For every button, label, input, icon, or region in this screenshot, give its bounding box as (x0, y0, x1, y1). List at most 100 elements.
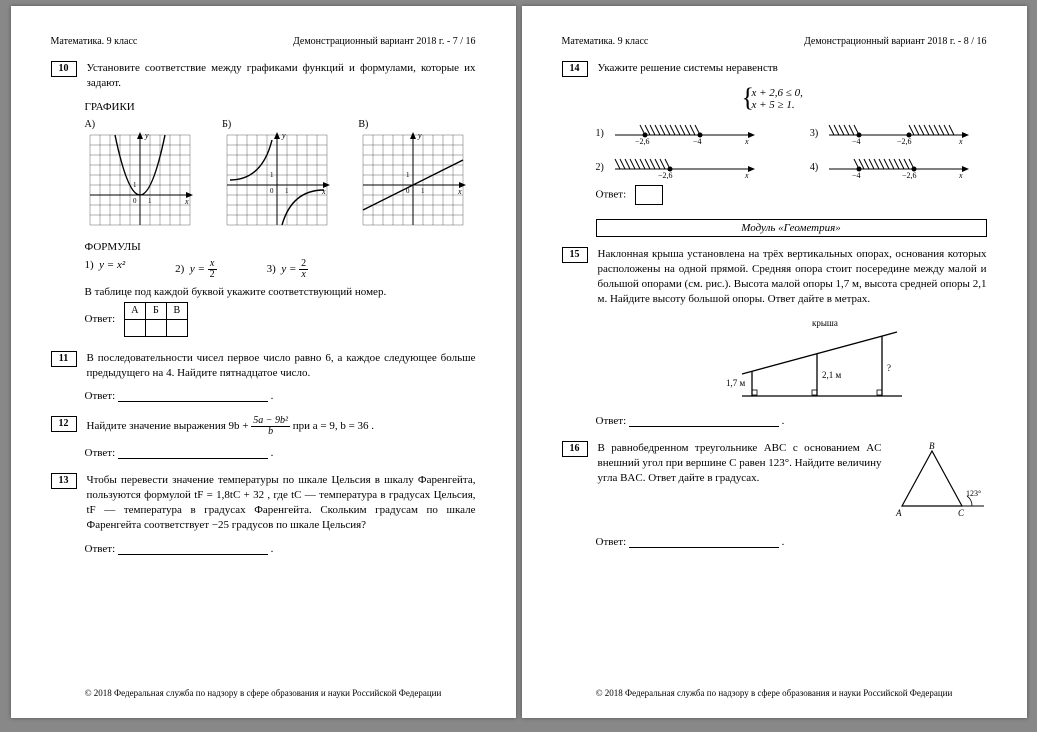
numlines-col-right: 3) −4−2,6x 4) (810, 121, 974, 179)
svg-text:A: A (895, 508, 902, 518)
line-chart-icon: y x 0 1 1 (358, 130, 468, 230)
numberline-icon: −2,6x (610, 155, 760, 179)
svg-text:B: B (929, 441, 935, 451)
task-text: Чтобы перевести значение температуры по … (87, 473, 476, 532)
svg-text:123°: 123° (966, 489, 981, 498)
graph-label: В) (358, 119, 368, 130)
answer-blank[interactable] (118, 448, 268, 459)
number-line-options: 1) −2,6−4x 2) (596, 121, 987, 179)
svg-text:y: y (417, 131, 422, 140)
option-2: 2) −2,6x (596, 155, 760, 179)
task-text: В последовательности чисел первое число … (87, 351, 476, 381)
answer-11: Ответ: . (85, 390, 476, 402)
graph-label: Б) (222, 119, 231, 130)
answer-cell[interactable] (124, 319, 145, 336)
task-16: 16 B A C 123° В равнобедренном треугольн… (562, 441, 987, 526)
numberline-icon: −2,6 −4 x (610, 121, 760, 145)
svg-text:y: y (144, 131, 149, 140)
svg-text:1: 1 (270, 171, 274, 179)
svg-text:2,1 м: 2,1 м (822, 370, 842, 380)
answer-blank[interactable] (118, 391, 268, 402)
svg-text:y: y (281, 131, 286, 140)
svg-text:1: 1 (148, 197, 152, 205)
graph-b: Б) y x 0 1 1 (222, 119, 338, 233)
svg-text:x: x (744, 137, 749, 145)
task10-instruction: В таблице под каждой буквой укажите соот… (85, 286, 476, 298)
hyperbola-chart-icon: y x 0 1 1 (222, 130, 332, 230)
numlines-col-left: 1) −2,6−4x 2) (596, 121, 760, 179)
svg-text:1,7 м: 1,7 м (726, 378, 746, 388)
task-15: 15 Наклонная крыша установлена на трёх в… (562, 247, 987, 306)
task-number: 10 (51, 61, 77, 77)
answer-blank[interactable] (629, 416, 779, 427)
svg-text:C: C (958, 508, 965, 518)
answer-13: Ответ: . (85, 543, 476, 555)
answer-label: Ответ: (85, 543, 116, 555)
graph-label: А) (85, 119, 96, 130)
option-1: 1) −2,6−4x (596, 121, 760, 145)
task-text: Установите соответствие между графиками … (87, 61, 476, 91)
brace-icon: { (742, 85, 754, 111)
task-number: 12 (51, 416, 77, 432)
triangle-figure: B A C 123° (892, 441, 987, 526)
answer-label: Ответ: (596, 536, 627, 548)
formula-1: 1) y = x² (85, 259, 126, 280)
answer-cell[interactable] (145, 319, 166, 336)
svg-text:1: 1 (406, 171, 410, 179)
answer-12: Ответ: . (85, 447, 476, 459)
svg-text:−4: −4 (852, 171, 861, 179)
roof-diagram-icon: крыша 1,7 м 2,1 м ? (722, 316, 922, 406)
answer-14: Ответ: (596, 185, 987, 205)
task-12: 12 Найдите значение выражения 9b + 5a − … (51, 416, 476, 437)
svg-text:x: x (184, 197, 189, 206)
svg-text:−4: −4 (852, 137, 861, 145)
svg-text:1: 1 (285, 187, 289, 195)
svg-text:x: x (744, 171, 749, 179)
two-page-spread: Математика. 9 класс Демонстрационный вар… (0, 0, 1037, 724)
task-14: 14 Укажите решение системы неравенств (562, 61, 987, 77)
answer-blank[interactable] (118, 544, 268, 555)
task-number: 15 (562, 247, 588, 263)
graphs-heading: ГРАФИКИ (85, 101, 476, 113)
running-header: Математика. 9 класс Демонстрационный вар… (51, 36, 476, 47)
page-7: Математика. 9 класс Демонстрационный вар… (11, 6, 516, 718)
task-number: 16 (562, 441, 588, 457)
svg-text:1: 1 (133, 181, 137, 189)
svg-text:крыша: крыша (812, 318, 838, 328)
system-line-2: x + 5 ≥ 1. (752, 99, 987, 111)
graphs-row: А) y x 0 1 (85, 119, 476, 233)
header-subject: Математика. 9 класс (51, 36, 138, 47)
task-number: 11 (51, 351, 77, 367)
answer-blank[interactable] (629, 537, 779, 548)
task-text: Найдите значение выражения 9b + 5a − 9b²… (87, 416, 476, 437)
answer-label: Ответ: (596, 415, 627, 427)
abv-table: АБВ (124, 302, 188, 337)
svg-text:x: x (958, 137, 963, 145)
svg-text:1: 1 (421, 187, 425, 195)
svg-text:−2,6: −2,6 (897, 137, 912, 145)
graph-c: В) y x 0 1 1 (358, 119, 475, 233)
svg-text:x: x (457, 187, 462, 196)
header-variant: Демонстрационный вариант 2018 г. - 7 / 1… (293, 36, 476, 47)
parabola-chart-icon: y x 0 1 1 (85, 130, 195, 230)
module-geometry-heading: Модуль «Геометрия» (596, 219, 987, 237)
answer-10: Ответ: АБВ (85, 302, 476, 337)
page-footer: © 2018 Федеральная служба по надзору в с… (11, 688, 516, 698)
graph-a: А) y x 0 1 (85, 119, 203, 233)
answer-cell[interactable] (166, 319, 187, 336)
answer-label: Ответ: (85, 313, 116, 325)
svg-text:0: 0 (270, 187, 274, 195)
svg-text:−4: −4 (693, 137, 702, 145)
svg-text:0: 0 (133, 197, 137, 205)
answer-15: Ответ: . (596, 415, 987, 427)
option-4: 4) −4−2,6x (810, 155, 974, 179)
answer-box[interactable] (635, 185, 663, 205)
svg-text:−2,6: −2,6 (635, 137, 650, 145)
task-10: 10 Установите соответствие между графика… (51, 61, 476, 91)
answer-16: Ответ: . (596, 536, 987, 548)
svg-text:0: 0 (406, 187, 410, 195)
formulas-row: 1) y = x² 2) y = x2 3) y = 2x (85, 259, 476, 280)
svg-text:x: x (321, 187, 326, 196)
task-number: 14 (562, 61, 588, 77)
running-header: Математика. 9 класс Демонстрационный вар… (562, 36, 987, 47)
